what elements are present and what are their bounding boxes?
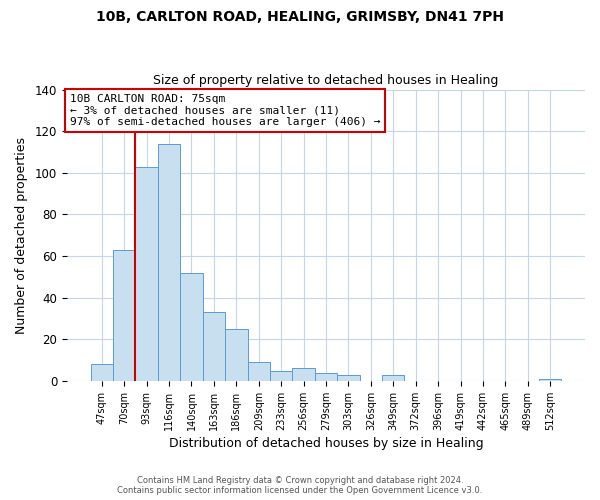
Title: Size of property relative to detached houses in Healing: Size of property relative to detached ho… xyxy=(154,74,499,87)
Bar xyxy=(225,329,248,381)
Bar xyxy=(91,364,113,381)
Text: 10B CARLTON ROAD: 75sqm
← 3% of detached houses are smaller (11)
97% of semi-det: 10B CARLTON ROAD: 75sqm ← 3% of detached… xyxy=(70,94,380,127)
Bar xyxy=(315,372,337,381)
X-axis label: Distribution of detached houses by size in Healing: Distribution of detached houses by size … xyxy=(169,437,484,450)
Bar xyxy=(539,379,562,381)
Bar xyxy=(113,250,136,381)
Bar xyxy=(337,374,359,381)
Bar xyxy=(382,374,404,381)
Y-axis label: Number of detached properties: Number of detached properties xyxy=(15,137,28,334)
Bar xyxy=(158,144,180,381)
Bar xyxy=(248,362,270,381)
Text: 10B, CARLTON ROAD, HEALING, GRIMSBY, DN41 7PH: 10B, CARLTON ROAD, HEALING, GRIMSBY, DN4… xyxy=(96,10,504,24)
Bar xyxy=(203,312,225,381)
Bar xyxy=(270,370,292,381)
Bar xyxy=(136,166,158,381)
Text: Contains HM Land Registry data © Crown copyright and database right 2024.
Contai: Contains HM Land Registry data © Crown c… xyxy=(118,476,482,495)
Bar xyxy=(292,368,315,381)
Bar xyxy=(180,272,203,381)
